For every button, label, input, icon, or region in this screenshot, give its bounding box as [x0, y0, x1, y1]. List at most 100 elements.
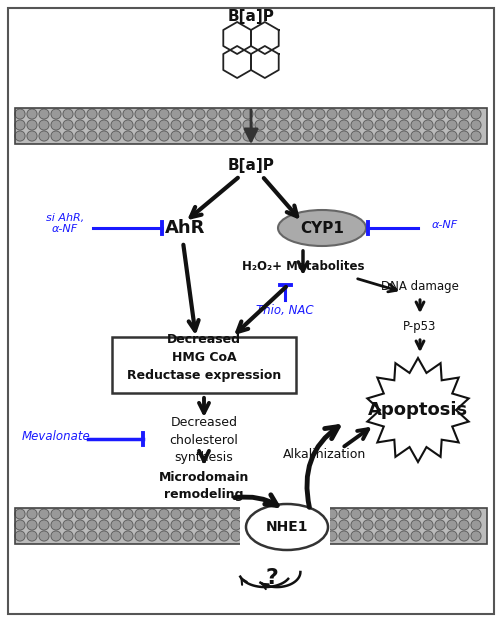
Circle shape: [291, 109, 301, 119]
Circle shape: [159, 531, 169, 541]
Circle shape: [183, 531, 192, 541]
Circle shape: [434, 520, 444, 530]
Circle shape: [398, 120, 408, 130]
Circle shape: [338, 131, 348, 141]
Circle shape: [350, 509, 360, 519]
Circle shape: [230, 109, 240, 119]
Circle shape: [171, 509, 181, 519]
Circle shape: [374, 531, 384, 541]
Circle shape: [99, 531, 109, 541]
Circle shape: [159, 520, 169, 530]
Circle shape: [111, 120, 121, 130]
Circle shape: [386, 131, 396, 141]
Circle shape: [350, 120, 360, 130]
Circle shape: [374, 509, 384, 519]
Circle shape: [39, 520, 49, 530]
Text: Alkalinization: Alkalinization: [283, 448, 366, 462]
Circle shape: [147, 531, 157, 541]
Circle shape: [51, 520, 61, 530]
Circle shape: [470, 520, 480, 530]
Bar: [15, 108, 486, 144]
Circle shape: [87, 109, 97, 119]
Circle shape: [15, 509, 25, 519]
Circle shape: [303, 131, 313, 141]
Circle shape: [470, 131, 480, 141]
Circle shape: [350, 131, 360, 141]
Circle shape: [206, 131, 216, 141]
Text: DNA damage: DNA damage: [380, 279, 458, 292]
Circle shape: [303, 109, 313, 119]
Circle shape: [398, 509, 408, 519]
Circle shape: [338, 120, 348, 130]
Circle shape: [87, 509, 97, 519]
Circle shape: [326, 120, 336, 130]
Circle shape: [350, 520, 360, 530]
Circle shape: [326, 109, 336, 119]
Circle shape: [446, 131, 456, 141]
Circle shape: [446, 120, 456, 130]
Circle shape: [326, 531, 336, 541]
Circle shape: [39, 109, 49, 119]
Circle shape: [218, 509, 228, 519]
Circle shape: [123, 131, 133, 141]
Circle shape: [27, 120, 37, 130]
Circle shape: [434, 120, 444, 130]
Circle shape: [159, 131, 169, 141]
Circle shape: [147, 520, 157, 530]
Polygon shape: [223, 22, 250, 54]
Circle shape: [194, 131, 204, 141]
Circle shape: [171, 531, 181, 541]
Circle shape: [326, 131, 336, 141]
Circle shape: [242, 531, 253, 541]
Circle shape: [135, 531, 145, 541]
Circle shape: [99, 131, 109, 141]
Circle shape: [135, 109, 145, 119]
Circle shape: [242, 520, 253, 530]
Circle shape: [279, 109, 289, 119]
Circle shape: [15, 531, 25, 541]
Circle shape: [63, 109, 73, 119]
Circle shape: [171, 520, 181, 530]
Circle shape: [362, 109, 372, 119]
Circle shape: [39, 531, 49, 541]
Circle shape: [398, 131, 408, 141]
Circle shape: [99, 109, 109, 119]
Circle shape: [218, 131, 228, 141]
Circle shape: [51, 131, 61, 141]
Circle shape: [194, 120, 204, 130]
Circle shape: [135, 520, 145, 530]
Circle shape: [75, 520, 85, 530]
Circle shape: [314, 131, 324, 141]
Circle shape: [422, 520, 432, 530]
Circle shape: [410, 120, 420, 130]
Text: Mevalonate: Mevalonate: [22, 430, 90, 443]
Circle shape: [147, 131, 157, 141]
Circle shape: [135, 131, 145, 141]
Circle shape: [206, 520, 216, 530]
Circle shape: [314, 120, 324, 130]
Circle shape: [111, 109, 121, 119]
Circle shape: [386, 120, 396, 130]
Text: Thio, NAC: Thio, NAC: [256, 304, 313, 317]
Circle shape: [458, 531, 468, 541]
Circle shape: [39, 131, 49, 141]
Circle shape: [398, 531, 408, 541]
Circle shape: [171, 131, 181, 141]
Text: CYP1: CYP1: [300, 221, 343, 236]
Circle shape: [350, 109, 360, 119]
Circle shape: [362, 120, 372, 130]
Circle shape: [374, 109, 384, 119]
Circle shape: [63, 531, 73, 541]
Circle shape: [63, 520, 73, 530]
Circle shape: [470, 109, 480, 119]
Circle shape: [194, 520, 204, 530]
Circle shape: [27, 531, 37, 541]
Circle shape: [422, 531, 432, 541]
Circle shape: [111, 131, 121, 141]
Circle shape: [410, 109, 420, 119]
Circle shape: [183, 509, 192, 519]
Circle shape: [458, 509, 468, 519]
Circle shape: [183, 131, 192, 141]
Circle shape: [279, 131, 289, 141]
Circle shape: [422, 509, 432, 519]
